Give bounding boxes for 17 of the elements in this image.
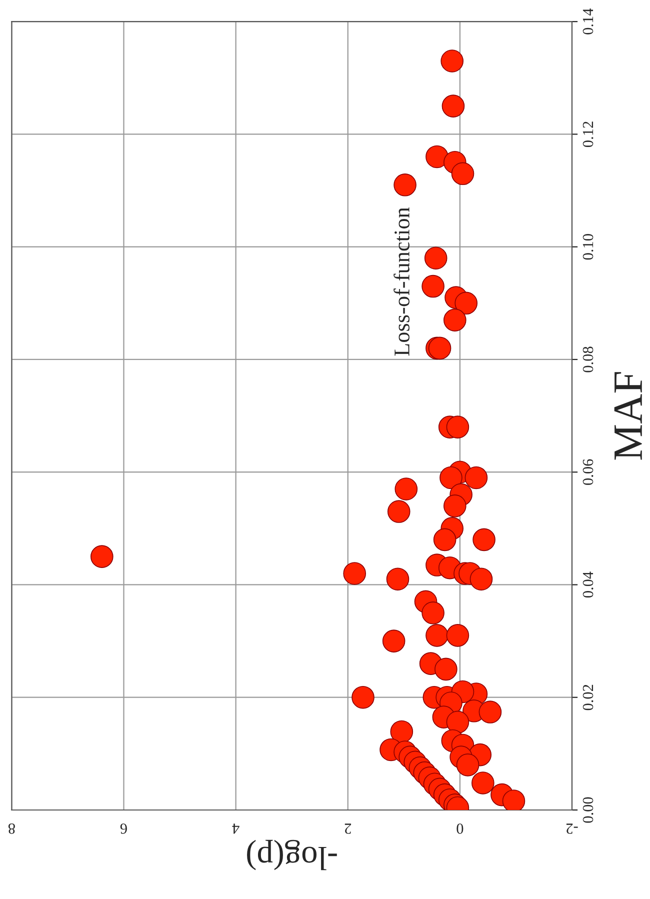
y-tick-label: 0.04	[582, 572, 594, 598]
x-tick-label: 0	[456, 824, 464, 834]
y-tick-label: 0.08	[582, 346, 594, 372]
x-tick-label: 4	[232, 824, 240, 834]
annotation: Loss-of-function	[394, 207, 410, 356]
y-tick-label: 0.06	[582, 459, 594, 485]
y-tick-label: 0.14	[582, 8, 594, 34]
y-axis-title: MAF	[614, 372, 642, 460]
y-tick-label: 0.10	[582, 234, 594, 260]
x-axis-title: -log(p)	[247, 840, 337, 870]
x-tick-label: 2	[344, 824, 352, 834]
y-tick-label: 0.02	[582, 684, 594, 710]
y-tick-label: 0.00	[582, 797, 594, 823]
x-tick-label: 6	[120, 824, 127, 834]
x-tick-label: 8	[8, 824, 15, 834]
x-tick-label: -2	[566, 824, 578, 834]
y-tick-label: 0.12	[582, 122, 594, 147]
